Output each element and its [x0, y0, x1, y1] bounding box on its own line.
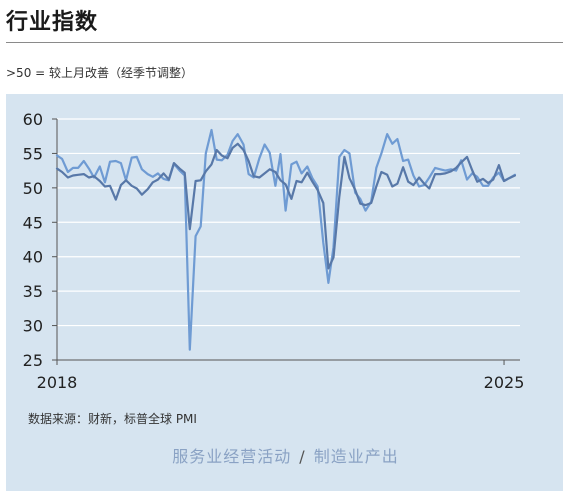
source-note: 数据来源：财新，标普全球 PMI: [28, 412, 197, 426]
series-line-manufacturing: [55, 142, 516, 270]
chart-panel: [6, 94, 563, 491]
page-title: 行业指数: [6, 10, 99, 35]
y-tick-label-55: 55: [23, 144, 43, 163]
y-tick-label-45: 45: [23, 213, 43, 232]
y-tick-label-60: 60: [23, 110, 43, 129]
y-tick-label-40: 40: [23, 248, 43, 267]
grid-lines: [57, 118, 520, 327]
series-line-services: [55, 128, 516, 351]
tick-labels: 25 30 35 40 45 50 55 60 2018 2025: [23, 110, 525, 392]
legend-services: 服务业经营活动: [172, 447, 292, 466]
chart-axes: [52, 118, 520, 365]
legend-separator: /: [299, 447, 306, 466]
x-tick-label-2025: 2025: [484, 373, 525, 392]
x-tick-label-2018: 2018: [37, 373, 78, 392]
y-tick-label-35: 35: [23, 282, 43, 301]
chart-legend: 服务业经营活动 / 制造业产出: [0, 443, 571, 467]
y-tick-label-30: 30: [23, 317, 43, 336]
legend-manufacturing: 制造业产出: [313, 447, 399, 466]
y-tick-label-25: 25: [23, 351, 43, 370]
chart-subtitle: >50 = 较上月改善（经季节调整）: [6, 66, 194, 80]
y-tick-label-50: 50: [23, 179, 43, 198]
title-divider: [6, 42, 563, 43]
chart-series: [55, 128, 516, 351]
